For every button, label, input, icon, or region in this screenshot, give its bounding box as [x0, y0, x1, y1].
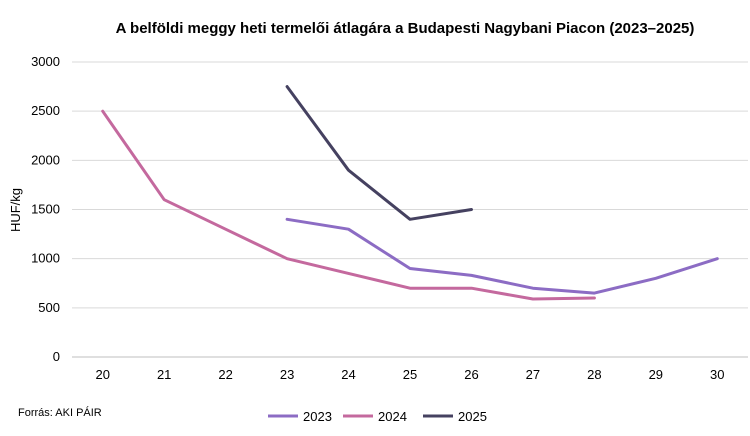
- x-tick-label: 20: [95, 367, 109, 382]
- gridlines: [72, 61, 748, 358]
- x-tick-label: 23: [280, 367, 294, 382]
- source-note: Forrás: AKI PÁIR: [18, 406, 102, 419]
- y-tick-label: 3000: [31, 54, 60, 69]
- x-tick-label: 21: [157, 367, 171, 382]
- series-line-2023: [285, 217, 719, 295]
- y-tick-label: 1000: [31, 251, 60, 266]
- x-tick-label: 25: [403, 367, 417, 382]
- x-tick-label: 28: [587, 367, 601, 382]
- x-tick-label: 26: [464, 367, 478, 382]
- x-tick-label: 30: [710, 367, 724, 382]
- y-tick-label: 2000: [31, 152, 60, 167]
- y-axis-ticks: 0 500 1000 1500 2000 2500 3000: [31, 54, 60, 364]
- chart-title: A belföldi meggy heti termelői átlagára …: [116, 20, 695, 37]
- y-tick-label: 1500: [31, 202, 60, 217]
- x-tick-label: 29: [649, 367, 663, 382]
- legend-label: 2025: [458, 409, 487, 424]
- x-axis-ticks: 20 21 22 23 24 25 26 27 28 29 30: [95, 367, 724, 382]
- x-tick-label: 27: [526, 367, 540, 382]
- y-tick-label: 2500: [31, 103, 60, 118]
- series-lines: [101, 85, 719, 301]
- series-line-2024: [101, 109, 596, 301]
- legend-label: 2024: [378, 409, 407, 424]
- y-axis-label: HUF/kg: [8, 188, 23, 232]
- y-tick-label: 0: [53, 349, 60, 364]
- legend-label: 2023: [303, 409, 332, 424]
- x-tick-label: 24: [341, 367, 355, 382]
- x-tick-label: 22: [218, 367, 232, 382]
- legend: 2023 2024 2025: [268, 409, 487, 424]
- series-line-2025: [285, 85, 473, 221]
- y-tick-label: 500: [38, 300, 60, 315]
